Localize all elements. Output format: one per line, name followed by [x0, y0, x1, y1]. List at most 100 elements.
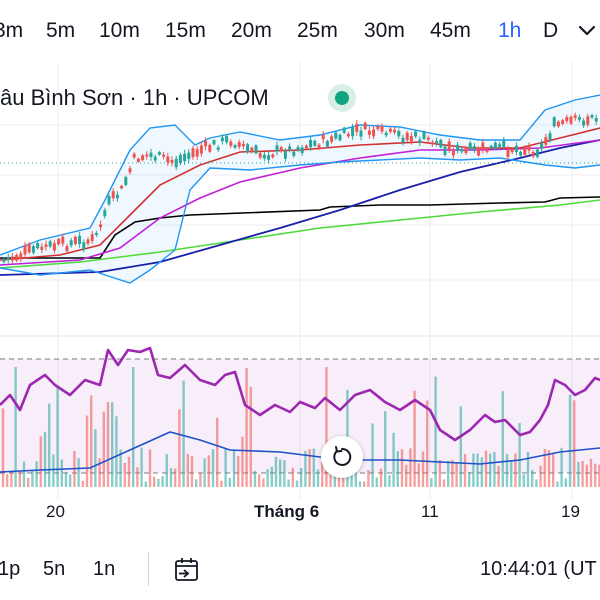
- volume-bar: [132, 367, 135, 487]
- volume-bar: [48, 403, 51, 487]
- candle-body: [191, 148, 195, 158]
- candle-body: [372, 129, 376, 137]
- volume-bar: [111, 402, 114, 487]
- volume-bar: [384, 411, 387, 487]
- volume-bar: [77, 458, 80, 487]
- candle-body: [426, 137, 430, 140]
- volume-bar: [237, 456, 240, 487]
- candle-body: [283, 151, 287, 159]
- volume-bar: [18, 471, 21, 487]
- candle-body: [573, 115, 577, 118]
- volume-bar: [468, 472, 471, 487]
- candle-body: [300, 147, 304, 154]
- ma-green-line: [0, 199, 600, 269]
- volume-bar: [552, 454, 555, 487]
- volume-bar: [10, 470, 13, 487]
- time-axis[interactable]: 20 Tháng 6 11 19: [0, 500, 600, 526]
- volume-bar: [98, 458, 101, 487]
- interval-25m[interactable]: 25m: [297, 19, 338, 42]
- range-1p[interactable]: 1p: [0, 558, 21, 580]
- candle-body: [527, 146, 531, 151]
- ma-red-line: [0, 127, 600, 261]
- volume-bar: [573, 400, 576, 487]
- volume-bar: [216, 417, 219, 487]
- interval-1h[interactable]: 1h: [498, 19, 522, 42]
- volume-bar: [90, 395, 93, 487]
- clock-readout[interactable]: 10:44:01 (UT: [480, 558, 597, 580]
- candle-body: [199, 145, 203, 154]
- volume-bar: [442, 479, 446, 487]
- candle-body: [73, 236, 77, 245]
- volume-bar: [510, 459, 513, 487]
- volume-bars: [1, 367, 600, 487]
- volume-bar: [304, 450, 307, 487]
- volume-bar: [153, 476, 156, 487]
- volume-bar: [598, 464, 600, 487]
- candle-body: [141, 155, 145, 161]
- interval-3m[interactable]: 3m: [0, 19, 24, 42]
- volume-bar: [35, 461, 38, 487]
- chart-canvas[interactable]: [0, 62, 600, 500]
- candle-body: [384, 132, 388, 136]
- volume-bar: [14, 367, 17, 487]
- candle-body: [405, 132, 409, 141]
- candle-body: [569, 116, 573, 124]
- candle-body: [15, 255, 19, 261]
- volume-bar: [371, 423, 374, 487]
- candle-body: [78, 235, 82, 244]
- candle-body: [338, 134, 342, 141]
- candle-body: [317, 144, 321, 149]
- candle-body: [363, 122, 367, 130]
- candle-body: [237, 142, 241, 147]
- candle-body: [267, 155, 271, 160]
- volume-bar: [426, 400, 429, 487]
- candle-body: [418, 139, 422, 144]
- interval-15m[interactable]: 15m: [165, 19, 206, 42]
- volume-bar: [199, 473, 202, 487]
- candle-body: [548, 133, 552, 141]
- volume-bar: [140, 447, 143, 487]
- candle-body: [120, 185, 124, 189]
- interval-30m[interactable]: 30m: [364, 19, 405, 42]
- candle-body: [31, 246, 35, 253]
- reset-rotate-icon: [333, 446, 352, 466]
- candle-body: [103, 210, 107, 217]
- candle-body: [187, 152, 191, 160]
- chart-area[interactable]: [0, 62, 600, 500]
- interval-20m[interactable]: 20m: [231, 19, 272, 42]
- volume-bar: [186, 453, 189, 487]
- interval-45m[interactable]: 45m: [430, 19, 471, 42]
- volume-bar: [337, 474, 341, 487]
- volume-bar: [228, 477, 231, 487]
- interval-10m[interactable]: 10m: [99, 19, 140, 42]
- candle-body: [86, 239, 90, 244]
- volume-bar: [144, 481, 147, 487]
- candle-body: [170, 160, 174, 163]
- volume-bar: [472, 453, 475, 487]
- range-1n[interactable]: 1n: [93, 558, 116, 580]
- candle-body: [334, 132, 338, 139]
- symbol-legend[interactable]: âu Bình Sơn · 1h · UPCOM: [0, 85, 269, 110]
- candle-body: [472, 146, 476, 150]
- interval-d[interactable]: D: [543, 19, 559, 42]
- volume-bar: [556, 481, 559, 487]
- candle-body: [48, 241, 52, 247]
- volume-bar: [279, 459, 282, 487]
- volume-bar: [136, 467, 139, 487]
- range-5n[interactable]: 5n: [43, 558, 66, 580]
- candle-body: [36, 242, 40, 249]
- calendar-goto-icon[interactable]: [172, 555, 202, 585]
- candle-body: [204, 141, 208, 147]
- candle-body: [40, 246, 44, 250]
- volume-bar: [182, 380, 185, 487]
- reset-chart-button[interactable]: [321, 436, 363, 478]
- volume-bar: [438, 460, 441, 487]
- volume-bar: [316, 469, 320, 487]
- volume-bar: [31, 470, 34, 487]
- volume-bar: [325, 367, 328, 487]
- interval-5m[interactable]: 5m: [46, 19, 76, 42]
- candle-body: [132, 153, 136, 158]
- chevron-down-icon[interactable]: [574, 18, 600, 44]
- bollinger-upper: [0, 94, 600, 256]
- volume-bar: [283, 460, 286, 487]
